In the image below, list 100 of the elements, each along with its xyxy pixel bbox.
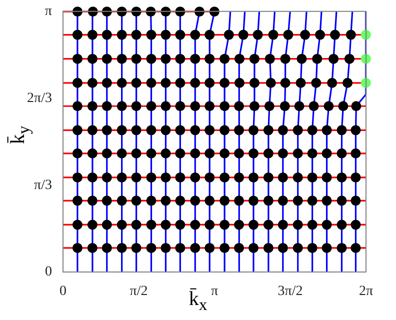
point [322, 220, 332, 230]
y-tick-label: 0 [45, 264, 52, 280]
point [116, 220, 127, 230]
point [292, 125, 303, 136]
point [160, 196, 171, 206]
point [220, 101, 230, 112]
point [294, 101, 304, 112]
point [344, 54, 354, 64]
point [292, 148, 303, 158]
point [175, 78, 186, 88]
point [160, 54, 171, 64]
point [204, 172, 215, 182]
point [116, 196, 127, 206]
point [175, 30, 186, 40]
point [248, 148, 258, 158]
point [131, 148, 142, 158]
point [72, 242, 82, 253]
point [87, 54, 98, 64]
point [116, 78, 127, 88]
point [315, 30, 326, 40]
point [131, 30, 142, 40]
point [234, 54, 245, 64]
point [190, 54, 200, 64]
point [234, 242, 244, 253]
point [249, 78, 260, 88]
point [102, 242, 112, 253]
point [160, 30, 171, 40]
point [280, 54, 290, 64]
point [338, 101, 348, 112]
point [160, 101, 171, 112]
point [116, 172, 127, 182]
point [234, 101, 244, 112]
y-tick-label: π/3 [34, 178, 52, 193]
point [87, 242, 98, 253]
point [322, 242, 332, 253]
point [336, 220, 347, 230]
point [87, 196, 98, 206]
point [102, 220, 112, 230]
point [146, 30, 156, 40]
point [160, 242, 171, 253]
point [175, 101, 186, 112]
point [146, 220, 156, 230]
point [102, 30, 112, 40]
x-tick-label: 3π/2 [278, 284, 303, 300]
point [336, 148, 347, 158]
point [234, 172, 244, 182]
point [248, 220, 258, 230]
point [87, 148, 98, 158]
point [336, 125, 347, 136]
point [307, 220, 318, 230]
point [175, 125, 186, 136]
point [249, 54, 260, 64]
point [131, 78, 142, 88]
point [131, 172, 142, 182]
point [220, 196, 230, 206]
point [72, 172, 82, 182]
y-tick-label: π [44, 4, 52, 20]
point [72, 125, 82, 136]
point [336, 242, 347, 253]
point [238, 30, 248, 40]
y-tick-label: 2π/3 [27, 90, 52, 106]
point [263, 125, 274, 136]
point [190, 30, 200, 40]
point [146, 196, 156, 206]
point [204, 148, 215, 158]
point [278, 242, 288, 253]
point [131, 54, 142, 64]
point [190, 148, 200, 158]
point [234, 220, 244, 230]
point [102, 54, 112, 64]
point [327, 78, 338, 88]
point [266, 78, 276, 88]
point [175, 242, 186, 253]
x-tick-label: 0 [60, 284, 66, 300]
point [350, 148, 361, 158]
point [160, 78, 171, 88]
point [307, 148, 318, 158]
point [72, 220, 82, 230]
point [322, 196, 332, 206]
point [263, 242, 274, 253]
point [102, 125, 112, 136]
point [87, 30, 98, 40]
point [190, 125, 200, 136]
point [146, 148, 156, 158]
point [263, 148, 274, 158]
point [190, 172, 200, 182]
point [87, 220, 98, 230]
point [350, 220, 361, 230]
point [350, 125, 361, 136]
point [328, 54, 339, 64]
point [268, 30, 278, 40]
point [72, 54, 82, 64]
point [234, 148, 244, 158]
point [220, 172, 230, 182]
point [72, 78, 82, 88]
point [175, 172, 186, 182]
point [263, 172, 274, 182]
point [146, 242, 156, 253]
point [263, 220, 274, 230]
point [72, 196, 82, 206]
